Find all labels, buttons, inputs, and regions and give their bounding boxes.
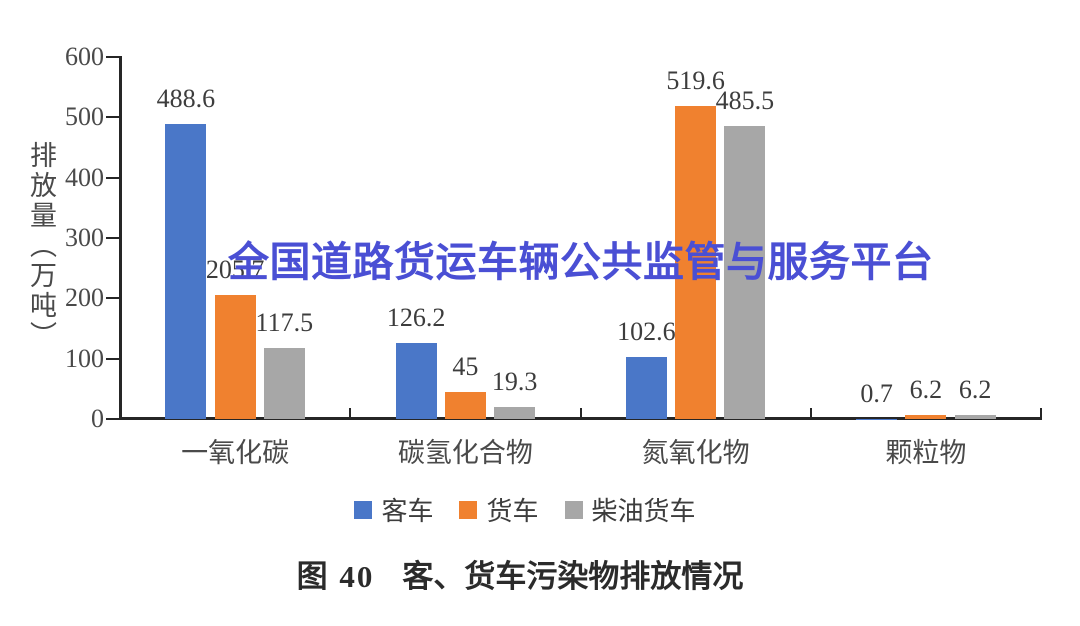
bar [724, 126, 766, 419]
bar [165, 124, 207, 419]
legend-item: 货车 [459, 491, 539, 528]
y-tick-mark [106, 357, 119, 360]
bar-value-label: 102.6 [617, 317, 676, 347]
y-tick-label: 600 [65, 42, 104, 71]
bar-value-label: 488.6 [156, 84, 216, 114]
legend: 客车 货车 柴油货车 [0, 491, 1050, 528]
x-tick-mark [809, 408, 812, 419]
y-tick-label: 400 [65, 162, 104, 192]
bar-value-label: 6.2 [909, 375, 943, 405]
bar [856, 418, 898, 419]
bar [214, 294, 256, 419]
x-tick-mark [1040, 408, 1042, 419]
bar-value-label: 519.6 [666, 65, 725, 95]
y-tick-label: 200 [65, 283, 104, 313]
watermark: 全国道路货运车辆公共监管与服务平台 [228, 239, 934, 285]
y-axis-title: 排放量（万吨） [26, 141, 56, 351]
x-tick-mark [579, 408, 582, 419]
bar [905, 415, 947, 419]
y-axis-line [119, 56, 122, 420]
y-tick-mark [106, 116, 119, 119]
y-tick-label: 300 [65, 223, 104, 252]
legend-swatch [459, 500, 478, 519]
bar [954, 415, 996, 419]
y-tick-mark [106, 297, 119, 300]
y-tick-label: 100 [65, 343, 104, 373]
x-tick-mark [349, 408, 352, 419]
bar-value-label: 126.2 [386, 302, 446, 332]
category-label: 碳氢化合物 [397, 438, 533, 468]
legend-label: 柴油货车 [591, 497, 696, 526]
legend-label: 客车 [381, 497, 434, 526]
bar-value-label: 485.5 [715, 86, 775, 116]
bar-value-label: 45 [452, 351, 479, 381]
bar [675, 105, 717, 419]
legend-swatch [564, 500, 583, 519]
figure-caption: 图 40 客、货车污染物排放情况 [0, 551, 1040, 596]
bar-value-label: 0.7 [860, 378, 893, 408]
category-label: 氮氧化物 [641, 438, 750, 468]
figure-title: 客、货车污染物排放情况 [402, 559, 744, 594]
y-tick-label: 500 [65, 102, 104, 132]
y-tick-mark [106, 56, 119, 58]
bar-value-label: 117.5 [255, 308, 314, 338]
legend-item: 客车 [354, 491, 433, 528]
legend-item: 柴油货车 [564, 491, 696, 528]
y-tick-label: 0 [91, 404, 104, 433]
figure-number: 图 40 [296, 559, 375, 594]
legend-swatch [354, 500, 373, 519]
y-tick-mark [106, 418, 119, 420]
category-label: 颗粒物 [885, 438, 967, 468]
bar [263, 348, 305, 419]
bar [494, 407, 536, 419]
bar [625, 357, 667, 419]
bar-value-label: 19.3 [491, 367, 538, 397]
y-tick-mark [106, 176, 119, 179]
category-label: 一氧化碳 [181, 438, 290, 468]
bar [395, 342, 437, 419]
bar-value-label: 6.2 [958, 375, 992, 405]
bar-value-label: 205.7 [205, 254, 265, 284]
y-tick-mark [106, 237, 119, 239]
bar [444, 391, 486, 419]
legend-label: 货车 [486, 497, 539, 526]
